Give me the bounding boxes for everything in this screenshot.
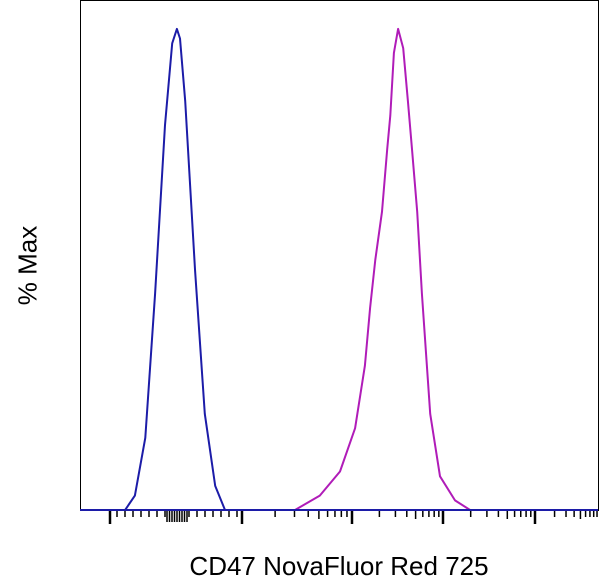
histogram-curve-blue [80,27,598,511]
x-axis-ticks [108,510,598,524]
y-axis-label: % Max [12,225,43,306]
histogram-curve-magenta [80,27,598,511]
x-axis-label: CD47 NovaFluor Red 725 [189,551,489,581]
